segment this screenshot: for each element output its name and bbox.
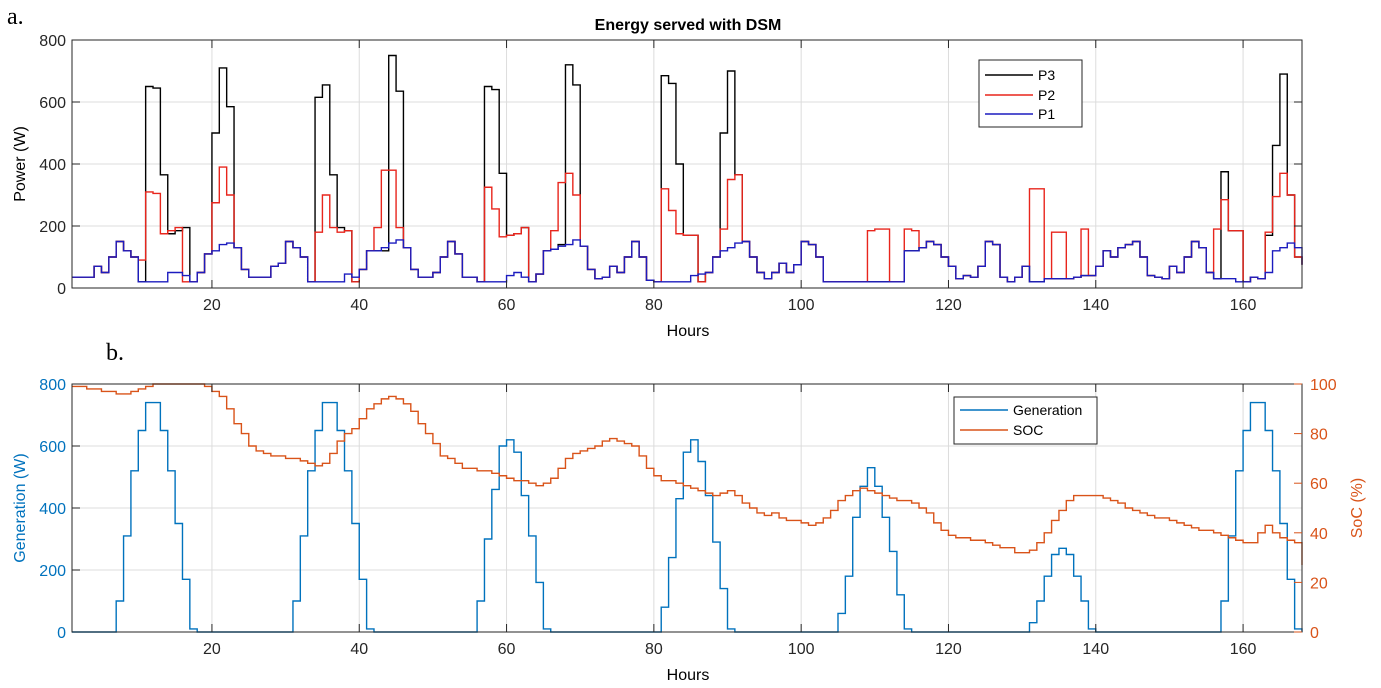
- chart-b-ylabel-left: Generation (W): [12, 453, 29, 562]
- panel-b-label: b.: [106, 340, 124, 366]
- chart-a: a. Energy served with DSM 20 40 60 80 100 120…: [7, 4, 1303, 340]
- x-tick-label: 80: [645, 641, 663, 658]
- y-tick-label-right: 20: [1310, 575, 1328, 592]
- x-tick-label: 20: [203, 297, 221, 314]
- y-tick-label-right: 0: [1310, 625, 1319, 642]
- y-tick-label-right: 40: [1310, 526, 1328, 543]
- x-tick-label: 160: [1230, 641, 1257, 658]
- x-tick-label: 20: [203, 641, 221, 658]
- panel-a-label: a.: [7, 4, 24, 30]
- chart-a-xlabel: Hours: [667, 323, 710, 340]
- chart-a-ticks: 20 40 60 80 100 120 140 160 0 200 400 600 800: [39, 33, 1302, 314]
- x-tick-label: 100: [788, 641, 815, 658]
- y-tick-label: 0: [57, 281, 66, 298]
- x-tick-label: 140: [1082, 641, 1109, 658]
- chart-b-ticks: 20 40 60 80 100 120 140 160 0 200 400 600 800 0 20 40 60…: [39, 377, 1337, 658]
- x-tick-label: 160: [1230, 297, 1257, 314]
- legend-label-soc: SOC: [1013, 422, 1043, 438]
- legend-label-generation: Generation: [1013, 402, 1082, 418]
- chart-a-legend: P3 P2 P1: [978, 59, 1083, 128]
- y-tick-label: 600: [39, 95, 66, 112]
- series-p1: [72, 239, 1303, 283]
- x-tick-label: 40: [350, 641, 368, 658]
- y-tick-label: 400: [39, 157, 66, 174]
- y-tick-label: 800: [39, 33, 66, 50]
- chart-a-series: [72, 54, 1303, 283]
- chart-b: b. 20 40 60 80 100 120 140 160 0 200 400 600 800 0 20 4…: [12, 340, 1366, 684]
- legend-label-p1: P1: [1038, 106, 1055, 122]
- series-soc: [72, 383, 1303, 566]
- chart-b-legend-box: [953, 396, 1098, 445]
- legend-label-p2: P2: [1038, 87, 1055, 103]
- chart-a-ylabel: Power (W): [12, 126, 29, 202]
- x-tick-label: 120: [935, 297, 962, 314]
- legend-label-p3: P3: [1038, 67, 1055, 83]
- y-tick-label: 600: [39, 439, 66, 456]
- y-tick-label-right: 60: [1310, 476, 1328, 493]
- y-tick-label-right: 100: [1310, 377, 1337, 394]
- y-tick-label: 800: [39, 377, 66, 394]
- y-tick-label: 200: [39, 219, 66, 236]
- x-tick-label: 60: [498, 641, 516, 658]
- x-tick-label: 60: [498, 297, 516, 314]
- x-tick-label: 80: [645, 297, 663, 314]
- y-tick-label: 0: [57, 625, 66, 642]
- chart-b-xlabel: Hours: [667, 667, 710, 684]
- chart-a-title: Energy served with DSM: [595, 17, 782, 34]
- x-tick-label: 100: [788, 297, 815, 314]
- y-tick-label: 200: [39, 563, 66, 580]
- y-tick-label-right: 80: [1310, 427, 1328, 444]
- x-tick-label: 120: [935, 641, 962, 658]
- x-tick-label: 140: [1082, 297, 1109, 314]
- y-tick-label: 400: [39, 501, 66, 518]
- chart-b-ylabel-right: SoC (%): [1349, 478, 1366, 538]
- x-tick-label: 40: [350, 297, 368, 314]
- chart-a-legend-box: [978, 59, 1083, 128]
- chart-b-legend: Generation SOC: [953, 396, 1098, 445]
